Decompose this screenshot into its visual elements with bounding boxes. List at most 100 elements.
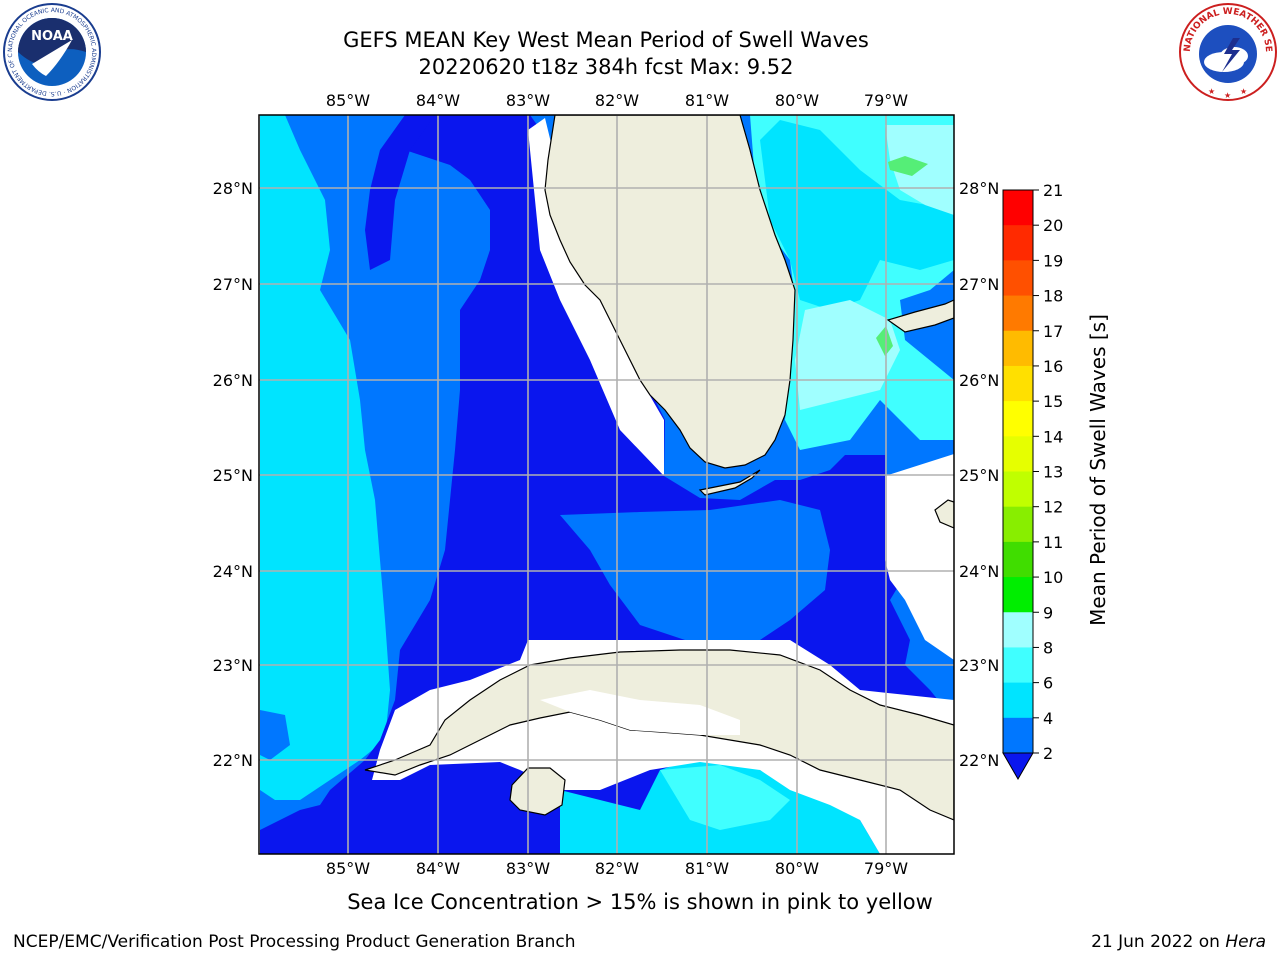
colorbar-tick-label: 8 <box>1043 638 1053 657</box>
colorbar-segment <box>1003 330 1033 367</box>
lat-label-left: 25°N <box>213 466 253 485</box>
map-area <box>260 115 954 854</box>
lat-label-left: 28°N <box>213 179 253 198</box>
ocean-period-4-6-east <box>760 120 954 310</box>
noaa-logo-text: NOAA <box>31 29 73 44</box>
colorbar-ticks: 21 20 19 18 17 16 15 14 13 12 11 10 9 8 6 4 2 <box>1033 181 1063 763</box>
ocean-period-8-9-bahamas <box>795 300 900 410</box>
ocean-period-below-2-north <box>365 115 435 270</box>
lat-label-right: 26°N <box>959 371 999 390</box>
lon-label-bottom: 84°W <box>416 859 460 878</box>
lat-labels-right: 28°N 27°N 26°N 25°N 24°N 23°N 22°N <box>959 179 999 770</box>
colorbar-tick-label: 15 <box>1043 392 1063 411</box>
colorbar-tick-label: 10 <box>1043 568 1063 587</box>
footer-date: 21 Jun 2022 on Hera <box>1091 932 1266 952</box>
colorbar-tick-label: 13 <box>1043 463 1063 482</box>
sea-ice-caption: Sea Ice Concentration > 15% is shown in … <box>347 890 933 914</box>
lat-label-right: 24°N <box>959 562 999 581</box>
colorbar-segment <box>1003 365 1033 402</box>
ocean-period-2-4-channel <box>560 500 830 645</box>
ocean-period-9-10-north <box>888 156 928 176</box>
colorbar-tick-label: 9 <box>1043 603 1053 622</box>
lat-label-left: 23°N <box>213 656 253 675</box>
lon-label-top: 84°W <box>416 91 460 110</box>
lon-label-bottom: 83°W <box>506 859 550 878</box>
colorbar-tick-label: 12 <box>1043 498 1063 517</box>
lat-label-left: 26°N <box>213 371 253 390</box>
colorbar-segment <box>1003 260 1033 297</box>
lat-label-right: 28°N <box>959 179 999 198</box>
lon-labels-bottom: 85°W 84°W 83°W 82°W 81°W 80°W 79°W <box>326 859 908 878</box>
land-bahamas-east <box>934 499 954 529</box>
graticule <box>259 115 954 854</box>
ocean-period-4-6-west <box>260 115 390 800</box>
map-frame <box>258 114 955 855</box>
colorbar-tick-label: 19 <box>1043 251 1063 270</box>
svg-text:★: ★ <box>1240 87 1247 96</box>
footer-credit: NCEP/EMC/Verification Post Processing Pr… <box>13 932 576 952</box>
lon-label-bottom: 85°W <box>326 859 370 878</box>
colorbar-segment <box>1003 401 1033 437</box>
colorbar-tick-label: 20 <box>1043 216 1063 235</box>
lon-label-top: 82°W <box>595 91 639 110</box>
colorbar <box>1002 189 1034 781</box>
lon-label-bottom: 79°W <box>864 859 908 878</box>
lat-label-right: 25°N <box>959 466 999 485</box>
lon-label-bottom: 82°W <box>595 859 639 878</box>
colorbar-tick-label: 6 <box>1043 674 1053 693</box>
colorbar-segment <box>1003 647 1033 684</box>
colorbar-segment <box>1003 717 1033 754</box>
lat-label-left: 27°N <box>213 275 253 294</box>
colorbar-segment <box>1003 190 1033 226</box>
lon-label-bottom: 80°W <box>775 859 819 878</box>
lon-label-top: 80°W <box>775 91 819 110</box>
land-isla-de-la-juventud <box>509 767 566 816</box>
ocean-period-2-4-pocket <box>260 710 290 760</box>
ocean-period-6-8-south <box>660 765 790 830</box>
colorbar-extend-triangle <box>1002 752 1034 781</box>
lon-label-top: 85°W <box>326 91 370 110</box>
lat-labels-left: 28°N 27°N 26°N 25°N 24°N 23°N 22°N <box>213 179 253 770</box>
footer-date-text: 21 Jun 2022 on <box>1091 932 1226 952</box>
lat-label-left: 24°N <box>213 562 253 581</box>
colorbar-segment <box>1003 577 1033 613</box>
colorbar-tick-label: 14 <box>1043 427 1063 446</box>
colorbar-segment <box>1003 682 1033 719</box>
colorbar-tick-label: 17 <box>1043 322 1063 341</box>
colorbar-tick-label: 16 <box>1043 357 1063 376</box>
colorbar-tick-label: 21 <box>1043 181 1063 200</box>
colorbar-segment <box>1003 225 1033 261</box>
colorbar-tick-label: 11 <box>1043 533 1063 552</box>
no-data-cuba-interior <box>540 690 740 735</box>
noaa-logo-icon: NATIONAL OCEANIC AND ATMOSPHERIC ADMINIS… <box>2 2 101 101</box>
colorbar-segment <box>1003 295 1033 332</box>
footer-host: Hera <box>1225 932 1266 952</box>
lat-label-left: 22°N <box>213 751 253 770</box>
nws-logo-icon: NATIONAL WEATHER SERVICE ★★★ <box>1178 2 1277 101</box>
lon-label-top: 81°W <box>685 91 729 110</box>
svg-text:★: ★ <box>1208 87 1215 96</box>
chart-subtitle: 20220620 t18z 384h fcst Max: 9.52 <box>418 55 794 79</box>
colorbar-segment <box>1003 506 1033 543</box>
lon-label-top: 79°W <box>864 91 908 110</box>
lat-label-right: 22°N <box>959 751 999 770</box>
colorbar-segment <box>1003 541 1033 578</box>
lon-label-bottom: 81°W <box>685 859 729 878</box>
lon-labels-top: 85°W 84°W 83°W 82°W 81°W 80°W 79°W <box>326 91 908 110</box>
colorbar-label: Mean Period of Swell Waves [s] <box>1086 314 1110 626</box>
colorbar-segment <box>1003 436 1033 472</box>
lat-label-right: 27°N <box>959 275 999 294</box>
ocean-period-9-10-bahamas <box>876 326 893 356</box>
svg-text:★: ★ <box>1224 91 1231 100</box>
no-data-region-east <box>885 454 954 660</box>
colorbar-segment <box>1003 612 1033 648</box>
colorbar-tick-label: 18 <box>1043 287 1063 306</box>
land-bahamas <box>886 299 954 333</box>
colorbar-tick-label: 4 <box>1043 709 1053 728</box>
land-florida-keys <box>698 469 761 496</box>
colorbar-segment <box>1003 471 1033 508</box>
lon-label-top: 83°W <box>506 91 550 110</box>
lat-label-right: 23°N <box>959 656 999 675</box>
chart-title: GEFS MEAN Key West Mean Period of Swell … <box>343 28 869 52</box>
